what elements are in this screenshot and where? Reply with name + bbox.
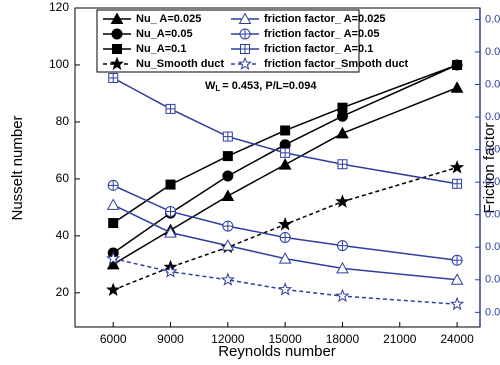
marker	[112, 44, 122, 54]
marker	[220, 272, 235, 286]
series-line	[112, 64, 458, 254]
y2-tick-label: 0.010	[485, 241, 500, 253]
marker	[450, 81, 464, 93]
marker	[335, 194, 350, 208]
marker-cross	[337, 159, 347, 169]
y2-tick-label: 0.018	[485, 111, 500, 123]
y-tick-label: 40	[56, 228, 70, 242]
x-tick-label: 12000	[211, 332, 245, 346]
marker-cross	[280, 232, 291, 243]
marker	[222, 151, 233, 162]
marker	[450, 273, 464, 285]
marker	[278, 158, 292, 170]
marker	[106, 251, 121, 265]
series-line	[112, 77, 458, 185]
legend-label: Nu_Smooth duct	[136, 58, 224, 70]
y2-tick-label: 0.014	[485, 176, 500, 188]
marker-cross	[166, 104, 176, 114]
marker	[221, 189, 235, 201]
legend-label: friction factor_Smooth duct	[264, 58, 409, 70]
marker-cross	[280, 148, 290, 158]
marker-cross	[223, 132, 233, 142]
marker	[450, 296, 465, 311]
y-tick-label: 80	[56, 114, 70, 128]
x-tick-label: 6000	[100, 332, 127, 346]
marker	[106, 282, 121, 296]
marker	[165, 179, 176, 190]
annotation-part: = 0.453, P/L=0.094	[222, 80, 317, 92]
marker	[109, 56, 125, 71]
marker	[336, 110, 348, 122]
marker-cross	[337, 240, 348, 251]
marker-cross	[240, 44, 250, 54]
marker	[164, 226, 177, 238]
marker-cross	[452, 255, 463, 266]
x-tick-label: 9000	[157, 332, 184, 346]
x-tick-label: 15000	[268, 332, 302, 346]
y-axis-label: Nusselt number	[9, 115, 26, 220]
marker-cross	[222, 221, 233, 232]
marker	[280, 125, 291, 136]
legend-label: Nu_A=0.1	[136, 43, 186, 55]
marker	[278, 282, 293, 296]
y2-tick-label: 0.016	[485, 144, 500, 156]
legend-box	[96, 9, 360, 73]
y2-tick-label: 0.008	[485, 274, 500, 286]
marker-cross	[108, 73, 118, 83]
series-line	[112, 87, 458, 265]
y2-tick-label: 0.012	[485, 209, 500, 221]
x-tick-label: 24000	[440, 332, 474, 346]
marker	[278, 217, 293, 231]
y2-tick-label: 0.020	[485, 78, 500, 90]
y-tick-label: 100	[49, 57, 69, 71]
marker	[108, 218, 119, 229]
marker-cross	[165, 206, 176, 217]
marker	[450, 160, 465, 174]
marker	[452, 59, 463, 70]
marker	[106, 198, 120, 210]
annotation-subscript: L	[215, 84, 220, 93]
marker-cross	[452, 179, 462, 189]
x-axis-label: Reynolds number	[218, 343, 336, 360]
legend-label: friction factor_ A=0.05	[264, 28, 379, 40]
marker-cross	[108, 180, 119, 191]
marker	[238, 12, 252, 24]
y-tick-label: 20	[56, 285, 70, 299]
y2-tick-label: 0.024	[485, 13, 500, 25]
x-tick-label: 18000	[326, 332, 360, 346]
series-line	[112, 64, 458, 224]
y-tick-label: 60	[56, 171, 70, 185]
legend-label: friction factor_ A=0.025	[264, 13, 386, 25]
marker	[110, 12, 124, 24]
marker	[337, 102, 348, 113]
legend-label: friction factor_ A=0.1	[264, 43, 373, 55]
annotation: WL = 0.453, P/L=0.094	[205, 80, 317, 93]
series-line	[112, 204, 458, 281]
y-tick-label: 120	[49, 0, 69, 14]
marker-cross	[240, 29, 250, 39]
marker	[106, 257, 120, 270]
marker	[336, 261, 349, 274]
legend-label: Nu_A=0.05	[136, 28, 193, 40]
series-line	[112, 184, 458, 262]
y2-tick-label: 0.006	[485, 306, 500, 318]
marker	[336, 126, 349, 139]
marker	[335, 288, 350, 303]
annotation-part: W	[205, 80, 216, 92]
y2-axis-label: Friction factor	[481, 123, 498, 214]
marker	[163, 264, 178, 278]
x-tick-label: 21000	[383, 332, 417, 346]
legend-label: Nu_ A=0.025	[136, 13, 201, 25]
marker	[222, 170, 234, 182]
marker	[111, 28, 123, 40]
y2-tick-label: 0.022	[485, 46, 500, 58]
marker	[221, 239, 235, 251]
marker	[237, 56, 253, 71]
marker	[278, 252, 292, 264]
series-line	[112, 166, 458, 291]
